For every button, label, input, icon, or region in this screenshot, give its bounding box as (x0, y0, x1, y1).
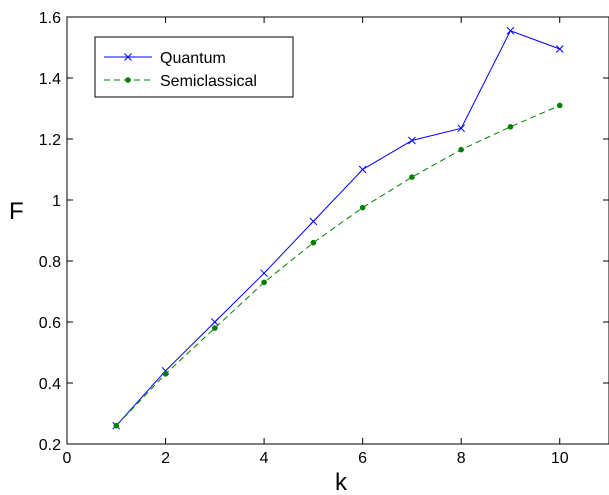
legend-label: Quantum (160, 50, 226, 67)
series-line (115, 30, 560, 427)
x-tick-label: 8 (457, 450, 466, 467)
data-point-stroke (309, 217, 318, 226)
data-point (113, 422, 120, 429)
y-axis-label: F (9, 198, 24, 225)
data-point-stroke (408, 136, 416, 145)
axis-ticks: 0 2 4 6 8 10 0.2 0.4 0.6 0.8 1 1.2 1.4 1.6 (39, 10, 609, 467)
data-point (409, 174, 415, 180)
data-point-stroke (555, 45, 564, 53)
data-point (212, 325, 218, 331)
legend-box (94, 36, 294, 98)
series-semiclassical (113, 102, 563, 429)
y-tick-label: 1.6 (39, 10, 61, 27)
x-tick-label: 0 (63, 450, 72, 467)
data-point (125, 77, 131, 83)
data-point-stroke (260, 269, 268, 278)
data-point (261, 279, 267, 286)
data-point (507, 124, 514, 130)
series-line (115, 104, 560, 427)
series-group (112, 26, 564, 430)
x-tick-label: 10 (551, 450, 569, 467)
plot-frame (66, 16, 609, 445)
y-tick-label: 1.4 (39, 71, 61, 88)
y-tick-label: 0.8 (39, 254, 61, 271)
data-point (162, 371, 169, 377)
data-point-stroke (210, 318, 219, 326)
data-point-stroke (124, 53, 132, 61)
data-point (458, 146, 464, 153)
legend-item: Quantum (104, 50, 226, 67)
y-tick-label: 1 (52, 193, 61, 210)
data-point (310, 239, 317, 246)
x-tick-label: 6 (358, 450, 367, 467)
x-tick-label: 4 (260, 450, 269, 467)
data-point-stroke (457, 124, 466, 133)
y-tick-label: 1.2 (39, 132, 61, 149)
data-point-stroke (358, 165, 367, 174)
data-point (556, 102, 563, 109)
x-axis-label: k (335, 469, 348, 495)
y-tick-label: 0.6 (39, 315, 61, 332)
data-point-stroke (506, 26, 515, 35)
legend: Quantum Semiclassical (94, 36, 294, 98)
y-tick-label: 0.2 (39, 437, 61, 454)
legend-label: Semiclassical (160, 73, 257, 90)
data-point (359, 204, 366, 211)
legend-item: Semiclassical (104, 73, 257, 90)
x-tick-label: 2 (161, 450, 170, 467)
y-tick-label: 0.4 (39, 376, 61, 393)
